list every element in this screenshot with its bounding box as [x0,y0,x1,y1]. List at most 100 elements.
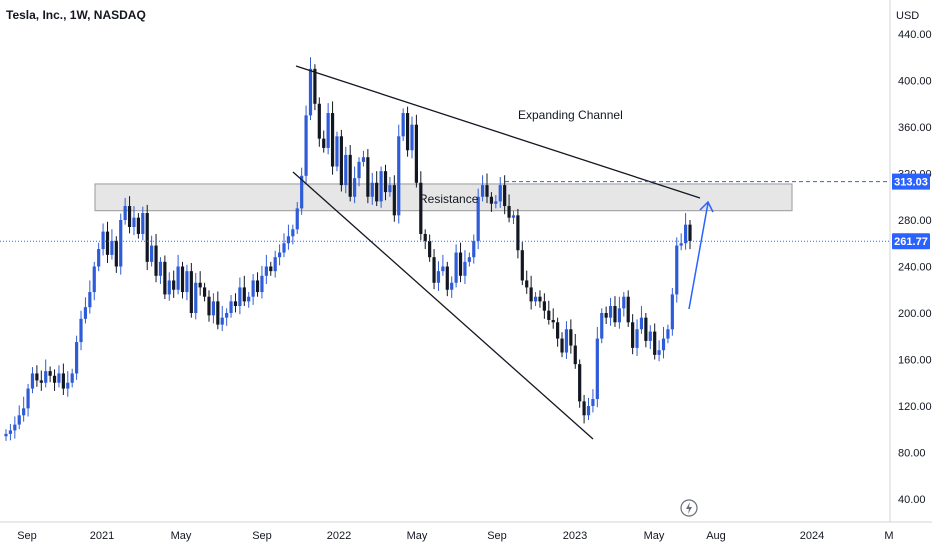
candle-body [291,229,295,237]
candle-body [485,185,489,197]
candle-body [573,345,577,365]
candle-body [454,252,458,283]
candle-body [489,196,494,204]
candle-body [220,317,224,325]
chart-title: Tesla, Inc., 1W, NASDAQ [6,8,146,22]
candle-body [670,294,674,330]
candle-body [92,266,96,293]
resistance-label: Resistance [419,192,479,206]
candle-body [216,301,220,325]
candle-body [251,280,255,297]
x-tick-label: Aug [706,530,726,542]
y-tick-label: 360.00 [898,122,932,134]
lightning-icon[interactable] [680,499,698,517]
candle-body [101,231,105,250]
candle-body [494,201,498,204]
candle-body [511,215,516,218]
candles-layer [4,57,692,441]
candle-body [617,308,621,323]
candle-body [163,261,167,295]
candle-body [375,182,379,202]
y-tick-label: 160.00 [898,355,932,367]
candle-body [278,252,282,258]
x-axis: Sep 2021 May Sep 2022 May Sep 2023 May Aug 2024 M [0,521,932,542]
candle-body [401,113,405,137]
candle-body [75,342,79,374]
candle-body [66,382,70,389]
candle-body [141,213,145,234]
x-tick-label: 2022 [327,530,351,542]
x-tick-label: May [644,530,665,542]
x-tick-label: May [171,530,192,542]
candle-body [61,373,65,389]
candle-body [202,287,207,297]
candle-body [123,206,127,220]
candle-body [44,371,48,383]
candle-body [353,178,357,197]
candle-body [83,307,88,319]
candle-body [207,296,211,316]
candle-body [348,154,352,197]
candle-body [586,406,591,416]
current-price-tag-label: 261.77 [894,236,928,248]
candle-body [79,318,83,343]
y-axis-currency: USD [896,10,919,22]
candle-body [189,271,193,313]
x-tick-label: 2021 [90,530,114,542]
candle-body [410,124,414,151]
candle-body [339,136,343,186]
candle-body [591,399,595,406]
candle-body [423,233,427,241]
candle-body [414,124,418,183]
candle-body [198,282,202,288]
candle-body [520,250,524,281]
channel-label: Expanding Channel [518,108,623,122]
candle-body [608,306,613,318]
candle-body [476,196,480,241]
candle-body [357,161,361,179]
candle-body [392,185,396,216]
candle-body [335,136,339,167]
current-price-tag [892,233,930,250]
candle-body [88,292,92,308]
projection-arrow [688,202,709,310]
candle-body [450,282,454,290]
candle-body [507,206,511,218]
candle-body [525,280,529,288]
candle-body [180,266,185,293]
x-tick-label: May [407,530,428,542]
candle-body [326,113,330,148]
candle-body [269,266,273,272]
candle-body [547,310,551,320]
candle-body [653,331,657,355]
y-tick-label: 280.00 [898,215,932,227]
candle-body [366,157,370,197]
candle-body [538,296,542,302]
candle-body [260,275,264,293]
candle-body [648,331,652,341]
candle-body [308,68,313,116]
candle-body [480,185,485,197]
candle-body [604,313,608,318]
candle-body [432,257,436,283]
candle-body [582,401,586,416]
candle-body [238,287,242,307]
candle-body [578,364,582,402]
y-axis: USD 40.00 80.00 120.00 160.00 200.00 240.00 28… [889,0,932,522]
candle-body [322,138,326,148]
candle-body [70,373,74,383]
channel-upper-line [295,65,701,199]
candle-body [560,338,564,353]
candle-body [57,373,61,383]
candle-body [683,224,688,244]
candle-body [405,113,410,151]
candle-body [132,217,136,227]
candle-body [211,301,216,316]
candle-body [300,175,304,209]
candle-body [158,261,163,276]
candle-body [463,261,467,276]
candle-body [445,266,449,290]
candle-body [657,350,661,355]
candle-body [419,182,423,234]
